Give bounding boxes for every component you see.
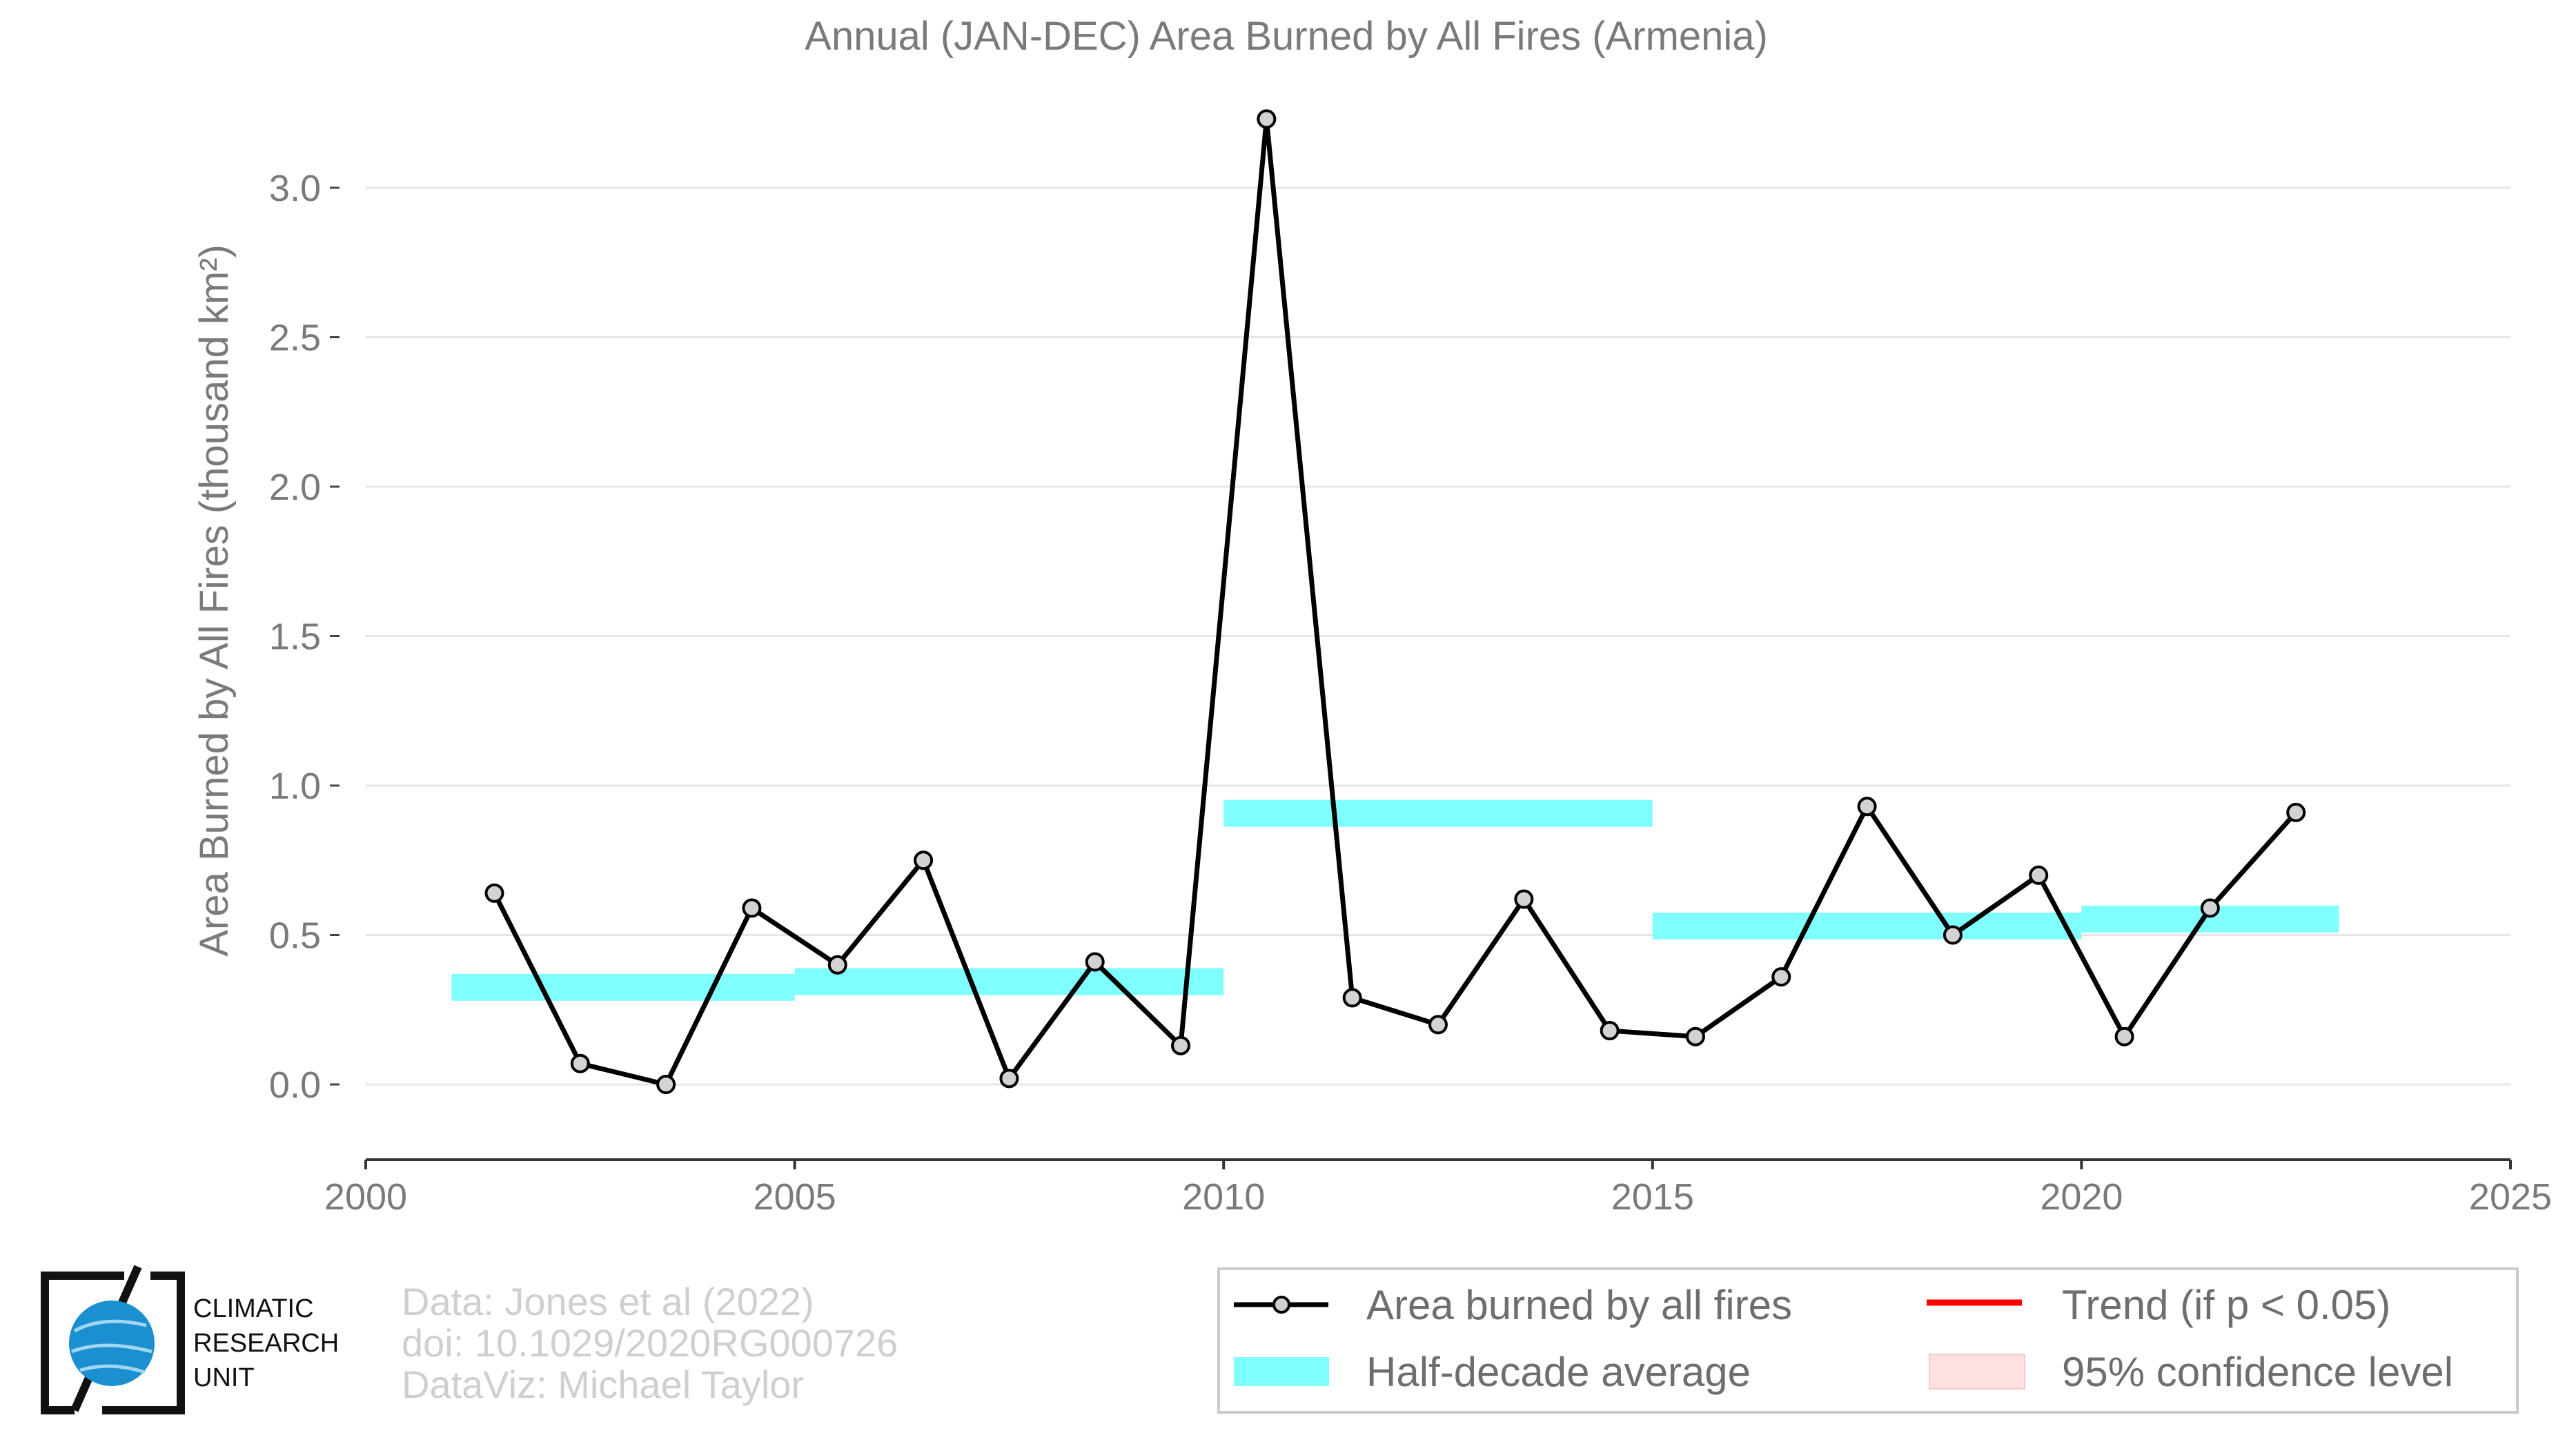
logo-line-3: UNIT	[193, 1363, 255, 1392]
chart-title: Annual (JAN-DEC) Area Burned by All Fire…	[805, 14, 1768, 59]
half-decade-band	[794, 968, 1224, 995]
y-tick-label: 0.0	[269, 1064, 321, 1106]
data-point	[827, 955, 847, 975]
data-point	[742, 898, 762, 918]
data-point	[2114, 1026, 2134, 1046]
y-tick-label: 1.5	[269, 616, 321, 658]
series-area-burned	[484, 109, 2306, 1094]
y-tick-label: 3.0	[269, 168, 321, 209]
data-point	[1943, 925, 1963, 945]
cru-logo: CLIMATIC RESEARCH UNIT	[41, 1265, 339, 1414]
data-point	[2029, 865, 2049, 885]
data-point	[1600, 1021, 1620, 1041]
x-tick-label: 2020	[2040, 1176, 2123, 1218]
data-point	[2200, 898, 2220, 918]
legend-label-trend: Trend (if p < 0.05)	[2062, 1282, 2390, 1328]
legend-label-confidence: 95% confidence level	[2062, 1349, 2453, 1395]
y-tick-label: 0.5	[269, 915, 321, 957]
y-tick-label: 2.5	[269, 318, 321, 359]
legend-label-series: Area burned by all fires	[1366, 1282, 1792, 1328]
y-axis-ticks: 0.0 0.5 1.0 1.5 2.0 2.5 3.0	[269, 168, 340, 1106]
legend-confidence-swatch	[1929, 1354, 2025, 1390]
half-decade-bands	[451, 799, 2339, 1001]
data-point	[1428, 1015, 1448, 1035]
globe-icon	[69, 1301, 155, 1386]
credit-doi: doi: 10.1029/2020RG000726	[402, 1321, 898, 1365]
x-tick-label: 2005	[754, 1176, 836, 1218]
credit-data: Data: Jones et al (2022)	[402, 1280, 814, 1323]
series-line	[492, 116, 2298, 1087]
data-point	[1085, 952, 1105, 972]
data-point	[1771, 967, 1791, 987]
data-point	[999, 1069, 1019, 1089]
legend: Area burned by all fires Trend (if p < 0…	[1217, 1267, 2519, 1414]
legend-band-swatch	[1234, 1357, 1329, 1386]
data-point	[484, 883, 504, 903]
logo-line-1: CLIMATIC	[193, 1294, 314, 1323]
data-point	[1685, 1026, 1705, 1046]
data-point	[914, 850, 934, 870]
half-decade-band	[1223, 799, 1653, 827]
data-point	[1514, 889, 1534, 909]
half-decade-band	[451, 973, 795, 1001]
x-tick-label: 2000	[324, 1176, 407, 1218]
data-point	[1257, 109, 1277, 129]
data-point	[1857, 797, 1877, 817]
legend-label-half-decade: Half-decade average	[1366, 1349, 1751, 1395]
data-point	[2286, 802, 2306, 822]
y-tick-label: 2.0	[269, 467, 321, 508]
logo-line-2: RESEARCH	[193, 1329, 339, 1358]
x-tick-label: 2010	[1182, 1176, 1265, 1218]
data-point	[1171, 1035, 1191, 1055]
grid-lines	[366, 186, 2510, 1086]
x-tick-label: 2015	[1611, 1176, 1694, 1218]
credit-dataviz: DataViz: Michael Taylor	[402, 1363, 804, 1406]
y-tick-label: 1.0	[269, 766, 321, 807]
legend-box	[1217, 1267, 2519, 1414]
x-axis: 2000 2005 2010 2015 2020 2025	[324, 1158, 2552, 1218]
y-axis-label: Area Burned by All Fires (thousand km²)	[192, 244, 237, 957]
half-decade-band	[1652, 913, 2082, 939]
x-tick-label: 2025	[2469, 1176, 2552, 1218]
data-point	[1342, 988, 1362, 1008]
data-point	[570, 1053, 590, 1073]
data-point	[656, 1075, 676, 1094]
legend-marker-swatch	[1272, 1296, 1290, 1314]
